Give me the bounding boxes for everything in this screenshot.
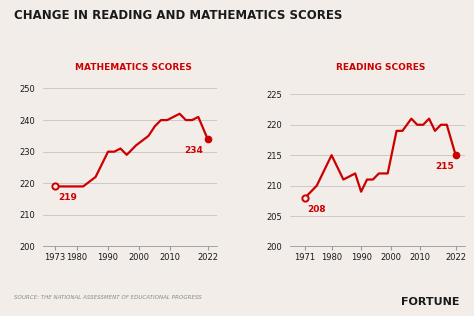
Text: SOURCE: THE NATIONAL ASSESSMENT OF EDUCATIONAL PROGRESS: SOURCE: THE NATIONAL ASSESSMENT OF EDUCA… xyxy=(14,295,202,300)
Text: 219: 219 xyxy=(58,193,77,202)
Text: FORTUNE: FORTUNE xyxy=(401,296,460,307)
Text: 215: 215 xyxy=(435,162,454,171)
Text: CHANGE IN READING AND MATHEMATICS SCORES: CHANGE IN READING AND MATHEMATICS SCORES xyxy=(14,9,343,22)
Text: 208: 208 xyxy=(308,205,327,214)
Text: READING SCORES: READING SCORES xyxy=(336,63,426,72)
Text: MATHEMATICS SCORES: MATHEMATICS SCORES xyxy=(75,63,192,72)
Text: 234: 234 xyxy=(184,146,203,155)
